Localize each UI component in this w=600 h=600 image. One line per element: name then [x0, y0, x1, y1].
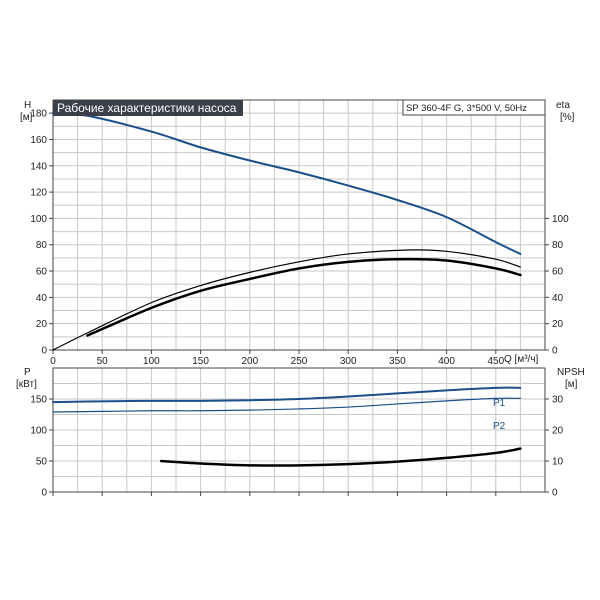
bottom-left-tick-label: 50: [36, 457, 48, 468]
top-left-tick-label: 140: [30, 161, 47, 172]
bottom-left-tick-label: 150: [30, 395, 47, 406]
eta-axis-unit: [%]: [560, 112, 575, 123]
npsh-axis-unit: [м]: [565, 379, 578, 390]
top-x-tick-label: 400: [438, 356, 455, 367]
top-x-tick-label: 50: [97, 356, 109, 367]
top-x-tick-label: 200: [241, 356, 258, 367]
top-x-tick-label: 350: [389, 356, 406, 367]
bottom-right-tick-label: 30: [552, 395, 564, 406]
top-left-tick-label: 0: [41, 346, 47, 357]
top-chart-grid: [53, 100, 545, 350]
top-left-tick-label: 180: [30, 109, 47, 120]
top-right-tick-label: 40: [552, 293, 564, 304]
top-chart-ticks: 0 20 40 60 80 100 120 140 160 180 0 20 40 60 80 100 0 50 1…: [30, 109, 569, 367]
bottom-chart-ticks: 0 50 100 150 0 10 20 30: [30, 395, 563, 499]
top-left-tick-label: 160: [30, 135, 47, 146]
top-right-tick-label: 80: [552, 240, 564, 251]
bottom-left-tick-label: 100: [30, 426, 47, 437]
model-box: [402, 99, 546, 116]
h-axis-title: H: [24, 100, 31, 111]
top-series-line-1: [52, 112, 522, 255]
top-series-line-3: [86, 257, 522, 337]
bottom-series-line-p2: [52, 397, 521, 413]
top-x-tick-label: 450: [487, 356, 504, 367]
bottom-right-tick-label: 10: [552, 457, 564, 468]
top-left-tick-label: 20: [36, 319, 48, 330]
q-axis-title: Q [м³/ч]: [504, 354, 539, 365]
bottom-chart-grid: [53, 368, 545, 492]
bottom-series-line-3: [159, 447, 522, 467]
series-label-p2: P2: [493, 421, 506, 432]
top-right-tick-label: 20: [552, 319, 564, 330]
top-right-tick-label: 60: [552, 267, 564, 278]
top-x-tick-label: 300: [340, 356, 357, 367]
top-series-line-2: [52, 249, 521, 351]
bottom-right-tick-label: 20: [552, 426, 564, 437]
top-left-tick-label: 60: [36, 267, 48, 278]
top-left-tick-label: 40: [36, 293, 48, 304]
series-label-p1: P1: [493, 398, 506, 409]
chart-title-box: [53, 100, 243, 116]
top-x-tick-label: 250: [291, 356, 308, 367]
model-label: SP 360-4F G, 3*500 V, 50Hz: [406, 103, 527, 114]
top-x-tick-label: 150: [192, 356, 209, 367]
p-axis-title: P: [24, 367, 31, 378]
top-left-tick-label: 120: [30, 188, 47, 199]
p-axis-unit: [кВт]: [16, 379, 37, 390]
bottom-series-line-p1: [52, 386, 522, 404]
top-right-tick-label: 0: [552, 346, 558, 357]
eta-axis-title: eta: [556, 100, 570, 111]
top-right-tick-label: 100: [552, 214, 569, 225]
top-chart-series: [52, 112, 522, 351]
top-left-tick-label: 80: [36, 240, 48, 251]
bottom-right-tick-label: 0: [552, 488, 558, 499]
top-left-tick-label: 100: [30, 214, 47, 225]
h-axis-unit: [м]: [20, 112, 33, 123]
bottom-left-tick-label: 0: [41, 488, 47, 499]
npsh-axis-title: NPSH: [557, 367, 585, 378]
chart-title: Рабочие характеристики насоса: [57, 101, 237, 115]
bottom-chart-series: [52, 386, 522, 467]
top-x-tick-label: 0: [50, 356, 56, 367]
top-x-tick-label: 100: [143, 356, 160, 367]
